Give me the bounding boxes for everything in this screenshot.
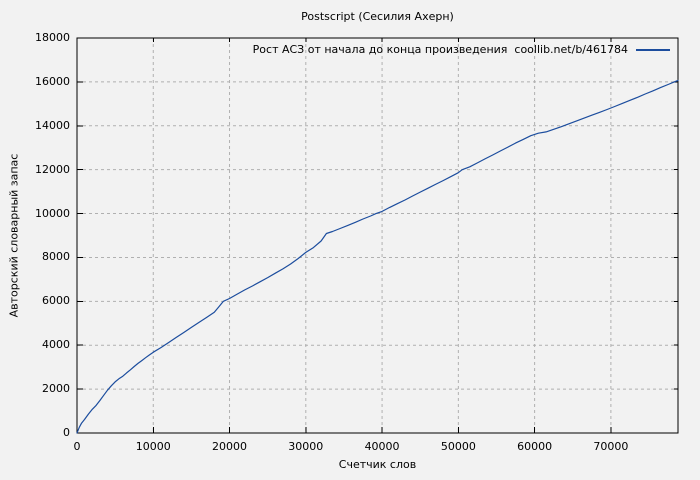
y-tick-label: 0: [63, 426, 70, 439]
plot-border: [76, 37, 679, 434]
chart-title: Postscript (Сесилия Ахерн): [301, 10, 454, 23]
y-tick-label: 6000: [42, 294, 70, 308]
x-tick-label: 60000: [517, 440, 553, 453]
y-tick-label: 16000: [35, 74, 70, 88]
y-tick-label: 8000: [42, 250, 70, 264]
x-tick-label: 0: [73, 440, 81, 453]
x-tick-label: 30000: [288, 440, 324, 453]
x-tick-label: 20000: [212, 440, 248, 453]
y-tick-label: 18000: [35, 31, 70, 44]
y-tick-label: 14000: [35, 118, 70, 132]
y-tick-label: 2000: [42, 382, 70, 396]
y-axis-label: Авторский словарный запас: [7, 153, 21, 318]
legend-series-label: Рост АСЗ от начала до конца произведения…: [252, 43, 628, 56]
y-tick-label: 10000: [35, 206, 70, 220]
x-tick-label: 40000: [364, 440, 400, 453]
legend-line-sample: [636, 49, 670, 51]
x-axis-label: Счетчик слов: [338, 458, 417, 471]
series-line: [76, 79, 679, 434]
x-tick-label: 10000: [135, 440, 171, 453]
legend: Рост АСЗ от начала до конца произведения…: [253, 43, 670, 57]
x-tick-label: 70000: [593, 440, 629, 453]
y-tick-label: 12000: [35, 162, 70, 176]
y-tick-label: 4000: [42, 338, 70, 352]
x-tick-label: 50000: [440, 440, 476, 453]
